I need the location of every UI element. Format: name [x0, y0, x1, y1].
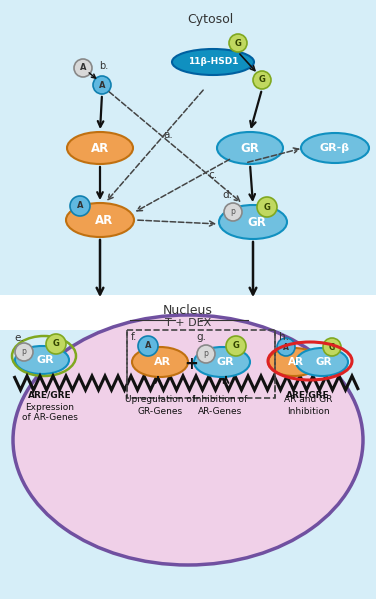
Text: GR: GR	[247, 216, 267, 228]
Ellipse shape	[301, 133, 369, 163]
Ellipse shape	[296, 348, 348, 376]
Text: Upregulation of: Upregulation of	[125, 395, 195, 404]
Text: of AR-Genes: of AR-Genes	[22, 413, 78, 422]
Text: f.: f.	[131, 332, 137, 342]
Text: AR and GR: AR and GR	[284, 395, 332, 404]
Text: Nucleus: Nucleus	[163, 304, 213, 316]
Text: G: G	[259, 75, 265, 84]
Circle shape	[15, 343, 33, 361]
Text: AR: AR	[95, 213, 113, 226]
Text: G: G	[264, 202, 270, 211]
Circle shape	[138, 336, 158, 356]
Text: G: G	[329, 343, 335, 352]
Text: A: A	[283, 343, 289, 352]
Text: Cytosol: Cytosol	[187, 14, 233, 26]
Ellipse shape	[67, 132, 133, 164]
Text: AR: AR	[155, 357, 171, 367]
Text: A: A	[77, 201, 83, 210]
Circle shape	[70, 196, 90, 216]
Ellipse shape	[217, 132, 283, 164]
Circle shape	[46, 334, 66, 354]
Circle shape	[257, 197, 277, 217]
Circle shape	[277, 338, 295, 356]
Text: GR: GR	[241, 141, 259, 155]
Text: G: G	[235, 38, 241, 47]
Text: c.: c.	[208, 170, 217, 180]
Circle shape	[74, 59, 92, 77]
Text: Inhibition of: Inhibition of	[193, 395, 247, 404]
Circle shape	[323, 338, 341, 356]
Text: AR: AR	[91, 141, 109, 155]
Ellipse shape	[219, 205, 287, 239]
Text: GR: GR	[316, 357, 332, 367]
Text: G: G	[233, 341, 240, 350]
Bar	[0, 295, 376, 330]
Text: p: p	[230, 207, 235, 216]
Text: AR: AR	[288, 357, 304, 367]
Ellipse shape	[13, 315, 363, 565]
Text: T + DEX: T + DEX	[165, 318, 211, 328]
Text: ARE/GRE: ARE/GRE	[28, 391, 72, 400]
Ellipse shape	[268, 348, 320, 376]
Text: e.: e.	[14, 333, 24, 343]
Text: A: A	[80, 63, 86, 72]
Text: A: A	[145, 341, 151, 350]
Text: GR: GR	[36, 355, 54, 365]
Ellipse shape	[132, 347, 188, 377]
Text: AR-Genes: AR-Genes	[198, 407, 242, 416]
Text: +: +	[184, 355, 198, 373]
Ellipse shape	[194, 347, 250, 377]
Text: A: A	[99, 80, 105, 89]
Text: Expression: Expression	[26, 403, 74, 412]
Text: GR-Genes: GR-Genes	[138, 407, 183, 416]
Text: p: p	[203, 349, 208, 358]
Text: Inhibition: Inhibition	[287, 407, 329, 416]
Circle shape	[224, 203, 242, 221]
Text: G: G	[53, 340, 59, 349]
Text: GR: GR	[216, 357, 234, 367]
Text: g.: g.	[196, 332, 206, 342]
Text: ARE/GRE: ARE/GRE	[286, 391, 330, 400]
Ellipse shape	[172, 49, 254, 75]
Circle shape	[229, 34, 247, 52]
Ellipse shape	[15, 346, 69, 374]
Circle shape	[226, 336, 246, 356]
Circle shape	[197, 345, 215, 363]
Text: h.: h.	[279, 332, 289, 342]
Text: a.: a.	[163, 130, 173, 140]
Circle shape	[93, 76, 111, 94]
Circle shape	[253, 71, 271, 89]
Text: d.: d.	[222, 190, 232, 200]
Text: b.: b.	[99, 61, 108, 71]
Text: p: p	[21, 347, 26, 356]
Text: 11β-HSD1: 11β-HSD1	[188, 58, 238, 66]
Ellipse shape	[66, 203, 134, 237]
Text: GR-β: GR-β	[320, 143, 350, 153]
